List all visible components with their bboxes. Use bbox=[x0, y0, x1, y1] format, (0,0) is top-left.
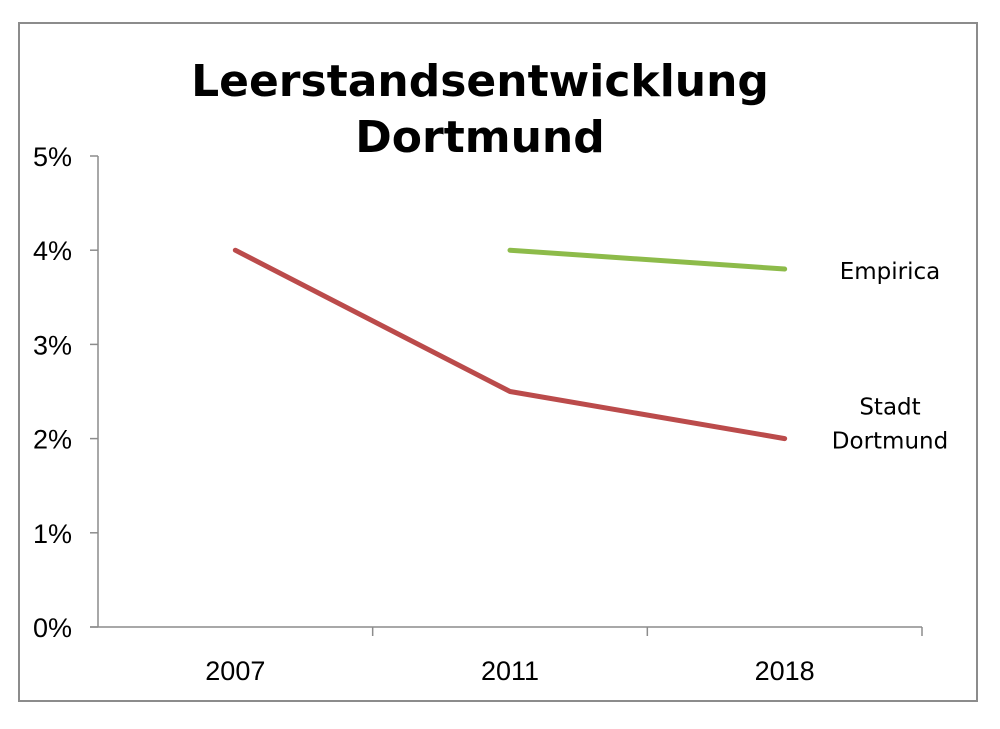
y-tick-label: 2% bbox=[33, 425, 72, 455]
chart-title-line-2: Dortmund bbox=[355, 112, 605, 163]
chart-title-line-1: Leerstandsentwicklung bbox=[191, 56, 769, 107]
y-tick-label: 5% bbox=[33, 142, 72, 172]
axes: 0% 1% 2% 3% 4% 5% 2007 2011 2018 bbox=[33, 142, 923, 686]
x-tick-label: 2018 bbox=[755, 656, 815, 686]
y-tick-label: 0% bbox=[33, 613, 72, 643]
series-line-1 bbox=[232, 247, 788, 442]
x-tick-label: 2011 bbox=[481, 656, 539, 686]
series-label-0: Empirica bbox=[840, 259, 941, 285]
series-line-0 bbox=[507, 247, 788, 272]
x-tick-label: 2007 bbox=[205, 656, 265, 686]
y-tick-label: 3% bbox=[33, 330, 72, 360]
y-tick-label: 4% bbox=[33, 236, 72, 266]
series-layer: Empirica Stadt Dortmund bbox=[232, 247, 948, 455]
series-label-1: Stadt bbox=[859, 395, 920, 421]
series-label-1: Dortmund bbox=[832, 429, 948, 455]
chart-title: Leerstandsentwicklung Dortmund bbox=[100, 54, 860, 166]
chart-frame bbox=[18, 22, 978, 702]
y-tick-label: 1% bbox=[33, 519, 72, 549]
